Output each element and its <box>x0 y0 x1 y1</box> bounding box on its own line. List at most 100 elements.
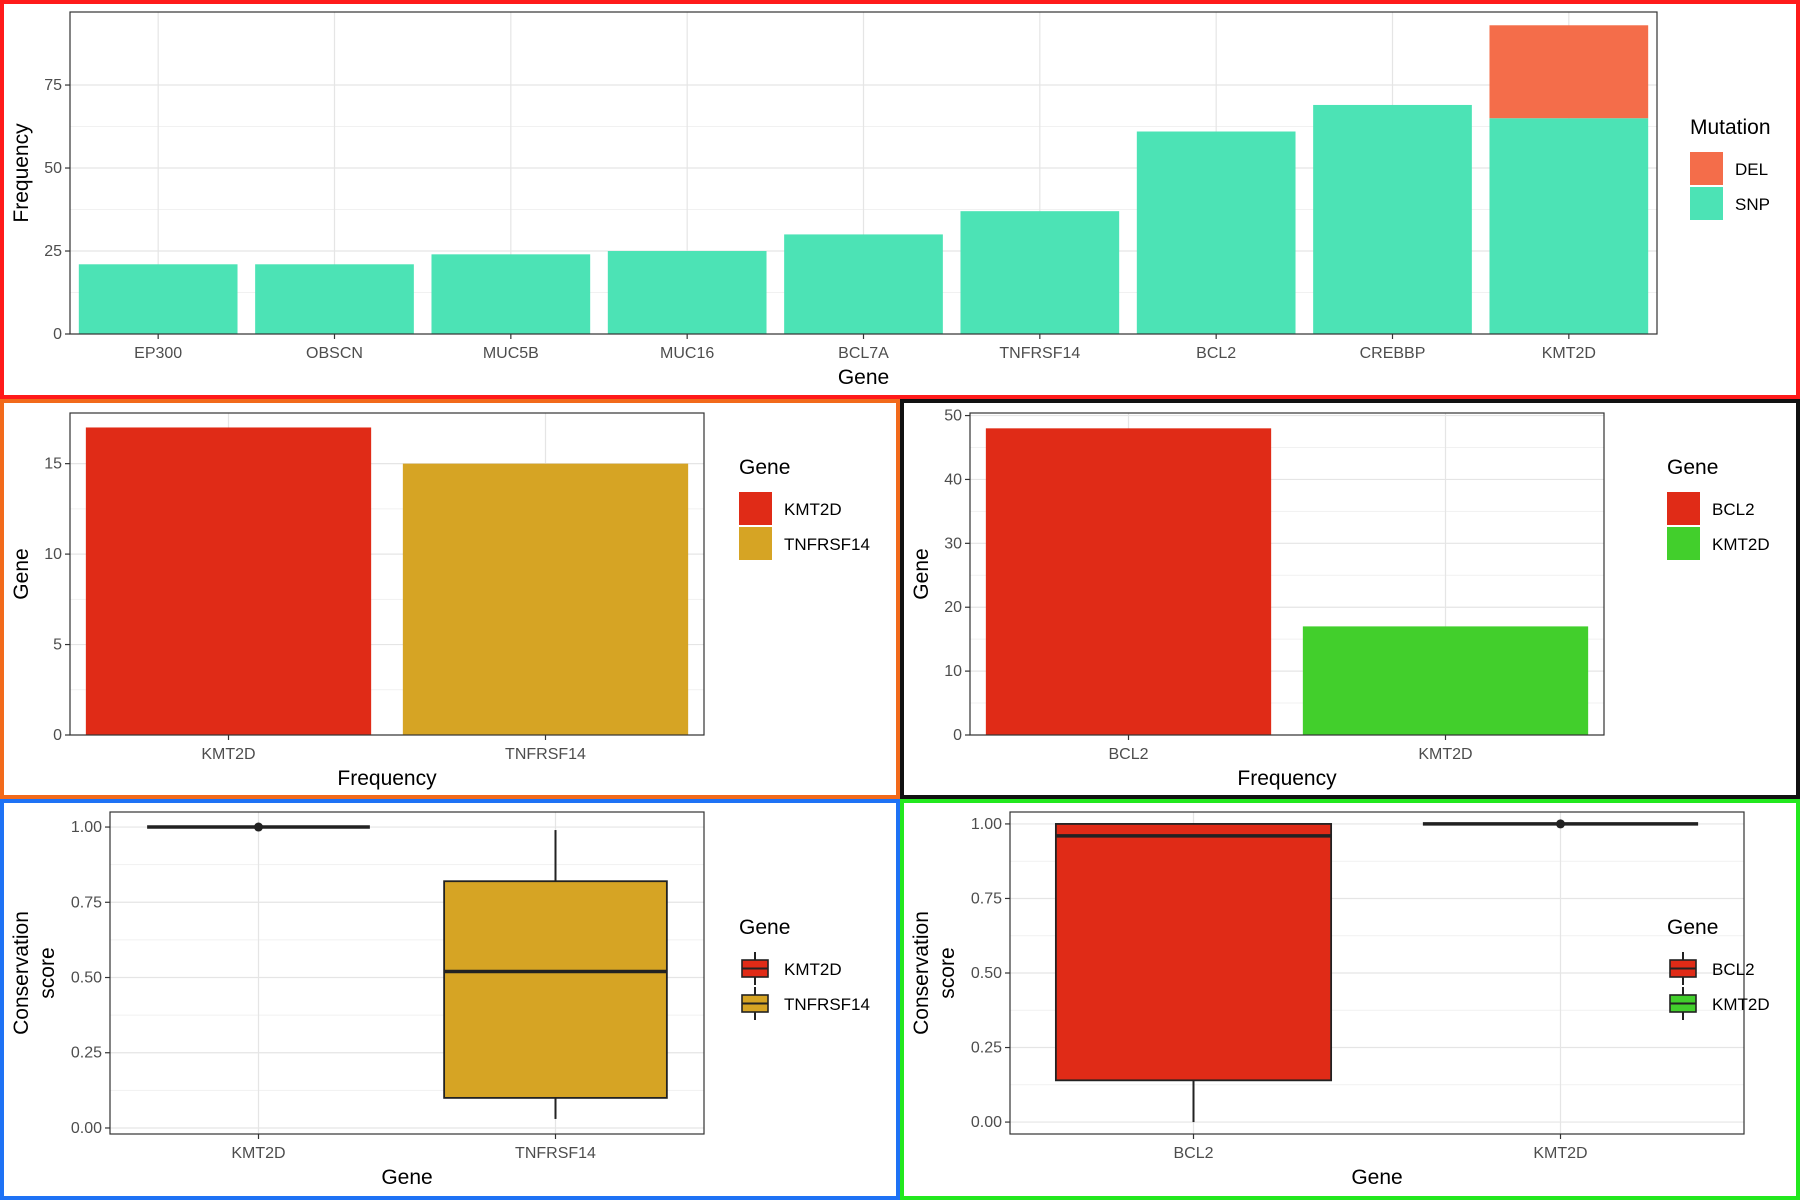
y-tick-label: 50 <box>944 408 962 425</box>
x-tick-label: KMT2D <box>1418 746 1472 763</box>
chart-mutation-frequency: 0 25 50 75 EP300 OBSCN MUC5B MUC16 BCL7A TNFRSF14… <box>10 11 1771 389</box>
y-tick-label: 0.00 <box>971 1114 1002 1131</box>
x-axis-title: Frequency <box>337 767 437 790</box>
bar-tnfrsf14-snp <box>960 211 1120 334</box>
legend-key-bcl2 <box>1667 492 1700 525</box>
y-tick-label: 25 <box>44 243 62 260</box>
x-tick-label: MUC16 <box>660 345 714 362</box>
legend-title: Gene <box>1667 456 1718 479</box>
x-tick-label: KMT2D <box>1542 345 1596 362</box>
y-tick-label: 30 <box>944 535 962 552</box>
x-tick-label: KMT2D <box>201 746 255 763</box>
y-tick-label: 0.00 <box>71 1120 102 1137</box>
legend-label-kmt2d: KMT2D <box>1712 995 1770 1014</box>
y-tick-label: 0 <box>953 727 962 744</box>
legend-label-tnfrsf14: TNFRSF14 <box>784 535 870 554</box>
box-outlier-kmt2d <box>1556 819 1565 829</box>
bar-kmt2d-snp <box>1489 118 1649 334</box>
bar-bcl7a-snp <box>784 234 943 334</box>
y-tick-label: 50 <box>44 160 62 177</box>
legend-key-del <box>1690 152 1723 185</box>
x-tick-label: TNFRSF14 <box>515 1145 596 1162</box>
legend-label-bcl2: BCL2 <box>1712 960 1755 979</box>
x-axis-title: Gene <box>381 1166 432 1189</box>
x-axis-title: Frequency <box>1237 767 1337 790</box>
plot-border <box>109 811 705 1135</box>
legend-label-bcl2: BCL2 <box>1712 500 1755 519</box>
legend-key-snp <box>1690 187 1723 220</box>
chart-frequency-kmt2d-tnfrsf14: 0 5 10 15 KMT2D TNFRSF14 Frequency Gene Gene KMT2… <box>10 412 870 790</box>
box-bcl2 <box>1054 823 1333 1082</box>
chart-conservation-kmt2d-tnfrsf14: 0.00 0.25 0.50 0.75 1.00 KMT2D TNFRSF14 Gene Con… <box>10 811 870 1189</box>
legend-key-kmt2d <box>739 492 772 525</box>
panel-conservation-bcl2-kmt2d: 0.00 0.25 0.50 0.75 1.00 BCL2 KMT2D Gene Conserv… <box>900 799 1800 1200</box>
y-tick-label: 10 <box>944 663 962 680</box>
x-tick-label: BCL7A <box>838 345 889 362</box>
x-tick-label: TNFRSF14 <box>999 345 1080 362</box>
box-tnfrsf14 <box>443 880 668 1099</box>
y-axis-title: Gene <box>10 548 33 599</box>
legend-label-tnfrsf14: TNFRSF14 <box>784 995 870 1014</box>
y-tick-label: 0.25 <box>71 1045 102 1062</box>
legend-key-kmt2d <box>1667 527 1700 560</box>
x-tick-label: KMT2D <box>231 1145 285 1162</box>
chart-frequency-bcl2-kmt2d: 0 10 20 30 40 50 BCL2 KMT2D Frequency Gene Gene BCL… <box>910 408 1770 790</box>
plot-border <box>969 412 1605 736</box>
bar-kmt2d-del <box>1489 25 1649 119</box>
bar-bcl2 <box>985 428 1272 735</box>
y-tick-label: 0.50 <box>971 965 1002 982</box>
chart-conservation-bcl2-kmt2d: 0.00 0.25 0.50 0.75 1.00 BCL2 KMT2D Gene Conserv… <box>910 811 1770 1189</box>
x-tick-label: OBSCN <box>306 345 363 362</box>
y-tick-label: 20 <box>944 599 962 616</box>
y-tick-label: 0 <box>53 727 62 744</box>
panel-frequency-kmt2d-tnfrsf14: 0 5 10 15 KMT2D TNFRSF14 Frequency Gene Gene KMT2… <box>0 399 900 799</box>
y-tick-label: 0.75 <box>71 894 102 911</box>
y-tick-label: 40 <box>944 471 962 488</box>
y-tick-label: 0.75 <box>971 890 1002 907</box>
y-axis-title: score <box>936 947 959 998</box>
x-tick-label: EP300 <box>134 345 182 362</box>
legend-title: Mutation <box>1690 116 1771 139</box>
bar-muc16-snp <box>607 251 767 334</box>
legend-label-snp: SNP <box>1735 195 1770 214</box>
x-tick-label: CREBBP <box>1360 345 1426 362</box>
plot-border <box>69 412 705 736</box>
y-tick-label: 75 <box>44 77 62 94</box>
legend-title: Gene <box>739 916 790 939</box>
y-axis-title: Conservation <box>910 911 933 1035</box>
box-outlier-kmt2d <box>254 822 263 832</box>
y-tick-label: 1.00 <box>71 819 102 836</box>
legend-title: Gene <box>1667 916 1718 939</box>
y-axis-title: score <box>36 947 59 998</box>
y-tick-label: 10 <box>44 546 62 563</box>
legend-label-del: DEL <box>1735 160 1768 179</box>
y-axis-title: Gene <box>910 548 933 599</box>
panel-frequency-bcl2-kmt2d: 0 10 20 30 40 50 BCL2 KMT2D Frequency Gene Gene BCL… <box>900 399 1800 799</box>
y-axis-title: Frequency <box>10 123 33 223</box>
x-tick-label: MUC5B <box>483 345 539 362</box>
legend-label-kmt2d: KMT2D <box>784 960 842 979</box>
y-tick-label: 0.50 <box>71 970 102 987</box>
x-tick-label: TNFRSF14 <box>505 746 586 763</box>
panel-mutation-frequency: 0 25 50 75 EP300 OBSCN MUC5B MUC16 BCL7A TNFRSF14… <box>0 0 1800 399</box>
bar-muc5b-snp <box>431 254 591 334</box>
legend-label-kmt2d: KMT2D <box>1712 535 1770 554</box>
x-tick-label: BCL2 <box>1173 1145 1213 1162</box>
legend-key-tnfrsf14 <box>739 527 772 560</box>
y-tick-label: 0.25 <box>971 1040 1002 1057</box>
y-axis-title: Conservation <box>10 911 33 1035</box>
bar-kmt2d <box>85 427 372 735</box>
y-tick-label: 5 <box>53 637 62 654</box>
y-tick-label: 1.00 <box>971 816 1002 833</box>
x-tick-label: KMT2D <box>1533 1145 1587 1162</box>
bar-crebbp-snp <box>1313 104 1472 334</box>
bar-tnfrsf14 <box>402 463 689 735</box>
bar-kmt2d <box>1302 626 1589 735</box>
bar-obscn-snp <box>255 264 414 334</box>
bar-bcl2-snp <box>1136 131 1296 334</box>
x-axis-title: Gene <box>838 366 889 389</box>
y-tick-label: 15 <box>44 456 62 473</box>
x-tick-label: BCL2 <box>1196 345 1236 362</box>
panel-conservation-kmt2d-tnfrsf14: 0.00 0.25 0.50 0.75 1.00 KMT2D TNFRSF14 Gene Con… <box>0 799 900 1200</box>
legend-label-kmt2d: KMT2D <box>784 500 842 519</box>
